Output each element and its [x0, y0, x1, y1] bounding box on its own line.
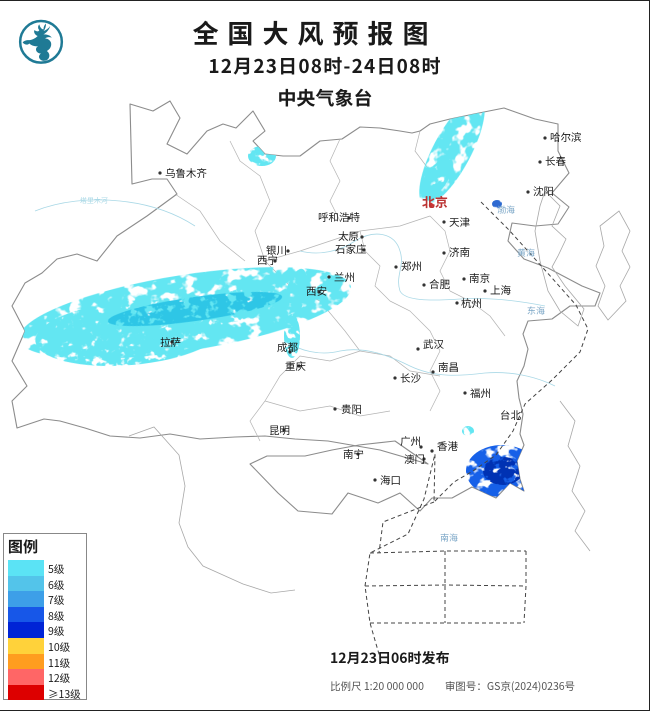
svg-text:贵阳: 贵阳 — [341, 402, 362, 417]
svg-text:长春: 长春 — [545, 154, 566, 169]
svg-text:天津: 天津 — [449, 215, 470, 230]
svg-text:呼和浩特: 呼和浩特 — [318, 210, 360, 225]
svg-text:西安: 西安 — [306, 284, 327, 299]
svg-text:北京: 北京 — [422, 192, 448, 211]
svg-text:长沙: 长沙 — [400, 371, 421, 386]
svg-text:武汉: 武汉 — [423, 337, 444, 352]
svg-text:澳门: 澳门 — [404, 452, 425, 467]
svg-text:台北: 台北 — [500, 408, 521, 423]
svg-text:东海: 东海 — [527, 304, 545, 317]
svg-text:广州: 广州 — [400, 434, 421, 449]
svg-text:济南: 济南 — [449, 245, 470, 260]
svg-text:重庆: 重庆 — [285, 359, 306, 374]
svg-text:合肥: 合肥 — [429, 277, 450, 292]
svg-text:南海: 南海 — [440, 531, 458, 544]
svg-text:香港: 香港 — [437, 439, 458, 454]
svg-text:南京: 南京 — [469, 271, 490, 286]
svg-text:昆明: 昆明 — [269, 423, 290, 438]
svg-text:黄海: 黄海 — [517, 246, 535, 259]
svg-text:兰州: 兰州 — [334, 270, 355, 285]
svg-text:石家庄: 石家庄 — [335, 242, 367, 257]
svg-text:哈尔滨: 哈尔滨 — [550, 130, 582, 145]
svg-text:成都: 成都 — [277, 340, 298, 355]
svg-text:南昌: 南昌 — [438, 360, 459, 375]
svg-text:上海: 上海 — [490, 283, 511, 298]
svg-text:福州: 福州 — [470, 386, 491, 401]
svg-text:乌鲁木齐: 乌鲁木齐 — [165, 166, 207, 181]
svg-text:塔里木河: 塔里木河 — [80, 196, 108, 206]
svg-text:拉萨: 拉萨 — [160, 335, 181, 350]
svg-text:渤海: 渤海 — [497, 203, 515, 216]
svg-text:西宁: 西宁 — [257, 253, 278, 268]
svg-text:海口: 海口 — [380, 473, 401, 488]
svg-text:杭州: 杭州 — [461, 296, 482, 311]
svg-text:南宁: 南宁 — [343, 447, 364, 462]
svg-text:郑州: 郑州 — [401, 259, 422, 274]
svg-text:沈阳: 沈阳 — [533, 184, 554, 199]
